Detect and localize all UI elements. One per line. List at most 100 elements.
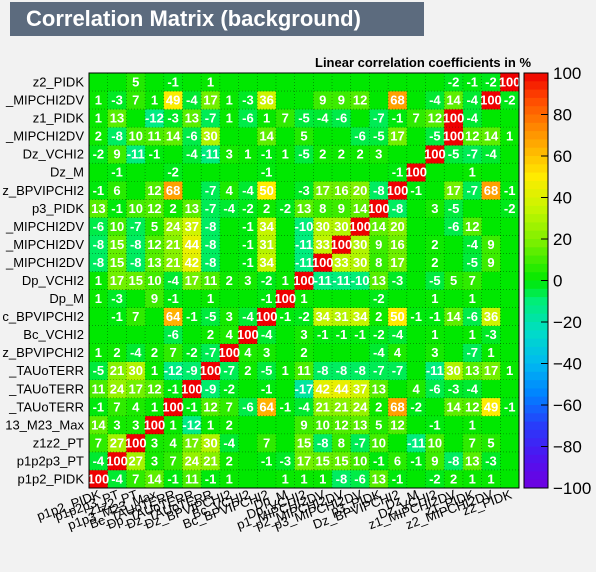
heatmap-cell	[369, 415, 389, 435]
heatmap-cell	[332, 253, 352, 272]
y-tick-label: p1p2_PIDK	[18, 471, 85, 486]
y-tick-label: z_BPVIPCHI2	[2, 345, 84, 360]
heatmap-cell	[388, 289, 408, 308]
cell-value-label: 21	[166, 237, 180, 252]
cell-value-label: 1	[487, 345, 494, 360]
cell-value-label: 34	[353, 309, 368, 324]
heatmap-cell	[89, 433, 108, 453]
heatmap-cell	[294, 307, 314, 326]
heatmap-cell	[462, 379, 482, 399]
heatmap-cell	[201, 307, 221, 326]
cell-value-label: -4	[242, 309, 254, 324]
heatmap-cell	[388, 271, 408, 290]
cell-value-label: -8	[205, 255, 217, 270]
cell-value-label: -1	[242, 219, 254, 234]
cell-value-label: -1	[354, 327, 366, 342]
heatmap-cell	[332, 217, 352, 236]
heatmap-cell	[500, 379, 520, 399]
cell-value-label: 11	[148, 129, 162, 144]
heatmap-cell	[462, 109, 482, 128]
heatmap-cell	[126, 91, 146, 110]
heatmap-cell	[462, 451, 482, 471]
cell-value-label: -1	[410, 309, 422, 324]
cell-value-label: -3	[111, 93, 123, 108]
heatmap-cell	[462, 397, 482, 417]
heatmap-cell	[462, 181, 482, 200]
cell-value-label: 11	[91, 381, 105, 396]
heatmap-cell	[107, 361, 127, 381]
heatmap-cell	[332, 451, 352, 471]
cell-value-label: 68	[390, 399, 404, 414]
heatmap-cell	[238, 91, 258, 110]
cell-value-label: 100	[368, 201, 390, 216]
heatmap-cell	[350, 271, 370, 290]
heatmap-cell	[388, 181, 408, 200]
heatmap-cell	[107, 415, 127, 435]
heatmap-cell	[332, 73, 352, 92]
cell-value-label: 24	[166, 219, 181, 234]
palette-band	[524, 197, 548, 207]
heatmap-cell	[462, 307, 482, 326]
heatmap-cell	[145, 199, 165, 218]
palette-band	[524, 214, 548, 223]
heatmap-cell	[388, 73, 408, 92]
heatmap-cell	[89, 163, 108, 182]
heatmap-cell	[275, 289, 295, 308]
cell-value-label: 13	[372, 471, 386, 486]
heatmap-cell	[126, 235, 146, 254]
cell-value-label: 1	[151, 93, 158, 108]
heatmap-cell	[481, 73, 501, 92]
heatmap-cell	[107, 253, 127, 272]
heatmap-cell	[332, 325, 352, 344]
heatmap-cell	[350, 199, 370, 218]
heatmap-cell	[182, 217, 202, 236]
cell-value-label: -1	[261, 165, 273, 180]
cell-value-label: -1	[242, 237, 254, 252]
cell-value-label: -11	[127, 147, 145, 162]
heatmap-cell	[481, 307, 501, 326]
heatmap-cell	[257, 199, 277, 218]
cell-value-label: 2	[263, 201, 270, 216]
heatmap-cell	[406, 379, 426, 399]
y-tick-label: Dz_M	[50, 165, 84, 180]
heatmap-cell	[406, 271, 426, 290]
heatmap-cell	[107, 73, 127, 92]
cell-value-label: 2	[431, 237, 438, 252]
heatmap-cell	[219, 73, 239, 92]
cell-value-label: 37	[353, 381, 367, 396]
heatmap-cell	[275, 163, 295, 182]
cell-value-label: 50	[390, 309, 404, 324]
y-tick-label: _MIPCHI2DV	[5, 219, 84, 234]
palette-tick-label: 80	[553, 106, 572, 125]
cell-value-label: -1	[111, 165, 123, 180]
heatmap-cell	[444, 127, 464, 146]
heatmap-cell	[145, 397, 165, 417]
cell-value-label: -6	[242, 399, 254, 414]
heatmap-cell	[425, 199, 445, 218]
cell-value-label: -8	[373, 183, 385, 198]
cell-value-label: -8	[392, 201, 404, 216]
heatmap-cell	[219, 109, 239, 128]
cell-value-label: -1	[167, 471, 179, 486]
cell-value-label: 1	[95, 345, 102, 360]
heatmap-cell	[369, 289, 389, 308]
heatmap-cell	[481, 181, 501, 200]
cell-value-label: -4	[93, 453, 105, 468]
cell-value-label: 1	[263, 111, 270, 126]
y-tick-label: p3_PIDK	[32, 201, 84, 216]
heatmap-cell	[275, 73, 295, 92]
cell-value-label: -4	[130, 345, 142, 360]
cell-value-label: 1	[170, 417, 177, 432]
heatmap-cell	[163, 127, 183, 146]
cell-value-label: -11	[332, 273, 350, 288]
cell-value-label: -1	[392, 165, 404, 180]
cell-value-label: -5	[429, 273, 441, 288]
cell-value-label: -11	[426, 363, 444, 378]
heatmap-cell	[107, 235, 127, 254]
heatmap-cell	[163, 289, 183, 308]
cell-value-label: 30	[203, 435, 217, 450]
cell-value-label: 15	[315, 453, 329, 468]
cell-value-label: -8	[336, 471, 348, 486]
cell-value-label: 12	[147, 381, 161, 396]
heatmap-cell	[145, 91, 165, 110]
